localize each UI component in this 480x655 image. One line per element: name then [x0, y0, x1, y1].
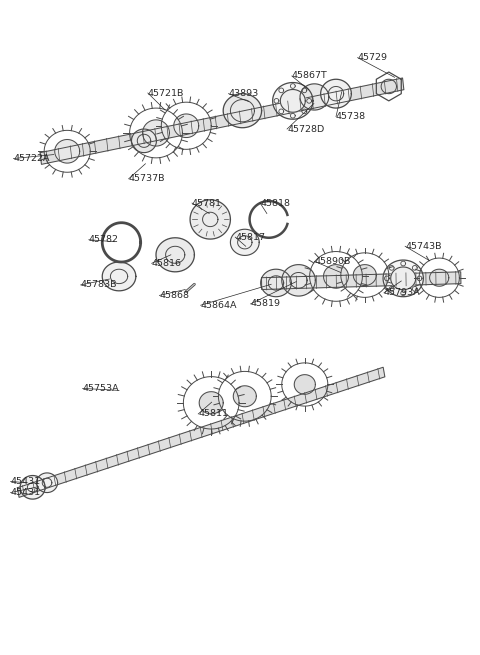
Polygon shape — [55, 140, 80, 163]
Text: 45816: 45816 — [152, 259, 181, 268]
Polygon shape — [20, 476, 45, 499]
Polygon shape — [36, 473, 58, 493]
Polygon shape — [273, 83, 313, 119]
Polygon shape — [102, 262, 136, 291]
Text: 45431: 45431 — [11, 488, 41, 497]
Polygon shape — [156, 238, 194, 272]
Polygon shape — [17, 367, 385, 497]
Text: 45818: 45818 — [260, 198, 290, 208]
Polygon shape — [381, 79, 396, 94]
Polygon shape — [321, 79, 351, 108]
Text: 45743B: 45743B — [405, 242, 442, 251]
Polygon shape — [353, 265, 376, 286]
Polygon shape — [174, 114, 199, 138]
Polygon shape — [262, 272, 461, 290]
Polygon shape — [261, 269, 291, 297]
Text: 45783B: 45783B — [81, 280, 117, 290]
Text: 45722A: 45722A — [13, 154, 50, 163]
Text: 45811: 45811 — [198, 409, 228, 419]
Text: 45864A: 45864A — [201, 301, 237, 310]
Polygon shape — [300, 84, 329, 110]
Text: 45738: 45738 — [336, 112, 366, 121]
Text: 45737B: 45737B — [129, 174, 165, 183]
Text: 45728D: 45728D — [287, 124, 324, 134]
Text: 45890B: 45890B — [314, 257, 351, 266]
Polygon shape — [282, 265, 315, 296]
Polygon shape — [280, 90, 305, 112]
Text: 45867T: 45867T — [292, 71, 327, 81]
Text: 45721B: 45721B — [148, 88, 184, 98]
Polygon shape — [190, 200, 230, 239]
Polygon shape — [383, 260, 423, 297]
Text: 45431: 45431 — [11, 477, 41, 486]
Text: 45819: 45819 — [251, 299, 280, 309]
Polygon shape — [230, 229, 259, 255]
Text: 45868: 45868 — [159, 291, 189, 300]
Polygon shape — [223, 94, 262, 128]
Text: 45781: 45781 — [192, 198, 222, 208]
Text: 45782: 45782 — [89, 235, 119, 244]
Text: 45729: 45729 — [358, 53, 388, 62]
Polygon shape — [40, 78, 404, 164]
Polygon shape — [294, 375, 315, 394]
Polygon shape — [233, 386, 256, 407]
Polygon shape — [391, 267, 416, 290]
Text: 45753A: 45753A — [83, 384, 119, 393]
Text: 45817: 45817 — [235, 233, 265, 242]
Text: 45793A: 45793A — [384, 288, 420, 297]
Polygon shape — [132, 129, 156, 153]
Polygon shape — [324, 265, 348, 288]
Polygon shape — [199, 392, 223, 414]
Polygon shape — [430, 269, 449, 286]
Polygon shape — [143, 120, 169, 146]
Text: 43893: 43893 — [228, 89, 259, 98]
